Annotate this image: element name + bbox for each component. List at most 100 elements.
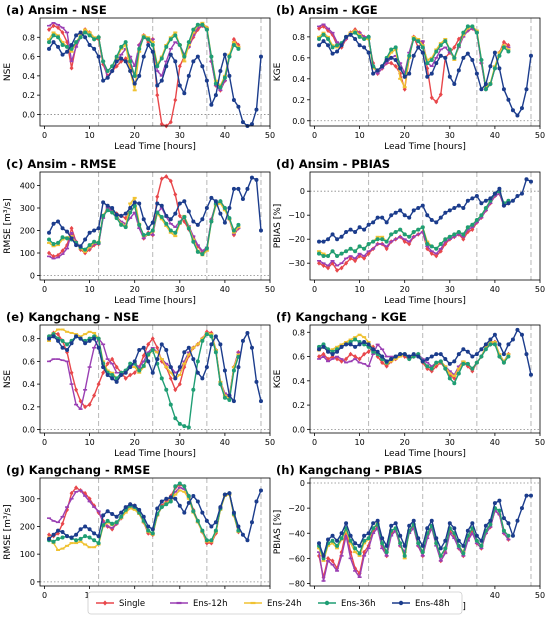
data-point bbox=[470, 57, 475, 62]
data-point bbox=[155, 194, 160, 200]
data-point bbox=[366, 50, 371, 55]
data-point bbox=[204, 518, 209, 523]
data-point bbox=[119, 44, 124, 49]
x-tick-label: 40 bbox=[490, 131, 500, 140]
data-point bbox=[105, 75, 110, 80]
data-point bbox=[159, 121, 164, 127]
data-point bbox=[141, 217, 146, 222]
data-point bbox=[470, 196, 475, 201]
data-point bbox=[479, 213, 484, 218]
data-point bbox=[384, 246, 389, 252]
data-point bbox=[209, 524, 214, 529]
data-point bbox=[83, 490, 88, 496]
data-point bbox=[65, 229, 70, 234]
series-line bbox=[318, 34, 532, 117]
series-line bbox=[318, 341, 510, 380]
data-point bbox=[492, 501, 497, 506]
data-point bbox=[110, 206, 115, 210]
data-point bbox=[519, 106, 524, 111]
data-point bbox=[254, 379, 259, 384]
data-point bbox=[384, 363, 389, 369]
data-point bbox=[461, 361, 466, 366]
data-point bbox=[47, 40, 52, 45]
data-point bbox=[456, 371, 461, 376]
y-tick-label: 0 bbox=[30, 578, 35, 587]
data-point bbox=[231, 399, 236, 404]
data-point bbox=[425, 65, 430, 71]
data-point bbox=[510, 108, 515, 113]
data-point bbox=[231, 228, 236, 233]
data-point bbox=[461, 543, 466, 548]
data-point bbox=[123, 59, 128, 64]
data-point bbox=[204, 27, 209, 32]
data-point bbox=[366, 34, 371, 39]
data-point bbox=[411, 230, 416, 234]
data-point bbox=[150, 228, 155, 233]
data-point bbox=[146, 524, 151, 529]
data-point bbox=[447, 47, 452, 52]
x-tick-label: 30 bbox=[175, 131, 185, 140]
data-point bbox=[375, 237, 380, 242]
data-point bbox=[330, 232, 335, 237]
data-point bbox=[465, 361, 470, 366]
data-point bbox=[164, 502, 169, 507]
x-tick-label: 40 bbox=[490, 438, 500, 447]
data-point bbox=[137, 348, 142, 353]
x-tick-label: 10 bbox=[355, 131, 365, 140]
data-point bbox=[141, 345, 146, 350]
data-point bbox=[425, 526, 430, 531]
data-point bbox=[101, 213, 106, 218]
data-point bbox=[47, 237, 52, 242]
series-ens-36h bbox=[317, 189, 511, 258]
y-tick-label: 0.6 bbox=[292, 54, 305, 63]
data-point bbox=[83, 524, 88, 529]
data-point bbox=[164, 213, 169, 218]
data-point bbox=[182, 215, 187, 219]
data-point bbox=[51, 532, 56, 537]
data-point bbox=[362, 227, 367, 232]
data-point bbox=[474, 194, 479, 198]
data-point bbox=[335, 237, 340, 242]
data-point bbox=[191, 59, 196, 64]
data-point bbox=[380, 354, 385, 359]
data-point bbox=[60, 52, 65, 57]
data-point bbox=[209, 195, 214, 200]
data-point bbox=[128, 372, 133, 378]
legend-entry-ens-36h: Ens-36h bbox=[318, 599, 375, 609]
data-point bbox=[474, 538, 479, 543]
data-point bbox=[425, 213, 430, 218]
data-point bbox=[119, 56, 124, 61]
data-point bbox=[164, 44, 169, 49]
data-point bbox=[384, 220, 389, 225]
data-point bbox=[317, 43, 322, 48]
data-point bbox=[105, 208, 110, 213]
data-point bbox=[339, 251, 344, 256]
y-tick-label: 0.0 bbox=[22, 426, 35, 435]
data-point bbox=[159, 499, 164, 504]
data-point bbox=[479, 201, 484, 206]
data-point bbox=[218, 199, 223, 204]
data-point bbox=[524, 87, 529, 92]
data-point bbox=[393, 230, 398, 234]
data-point bbox=[393, 45, 398, 50]
data-point bbox=[447, 74, 452, 79]
data-point bbox=[78, 336, 83, 341]
data-point bbox=[173, 192, 178, 197]
chart-panel-g: (g) Kangchang - RMSE01020304050010020030… bbox=[3, 463, 275, 612]
data-point bbox=[443, 39, 448, 44]
data-point bbox=[92, 531, 97, 536]
data-point bbox=[119, 213, 124, 218]
data-point bbox=[56, 44, 61, 49]
y-tick-label: −60 bbox=[288, 554, 305, 563]
data-point bbox=[488, 196, 493, 201]
data-point bbox=[506, 49, 511, 54]
x-tick-label: 10 bbox=[355, 285, 365, 294]
data-point bbox=[123, 40, 128, 45]
data-point bbox=[227, 206, 232, 210]
x-tick-label: 0 bbox=[312, 285, 317, 294]
data-point bbox=[344, 249, 349, 254]
data-point bbox=[159, 56, 164, 61]
data-point bbox=[150, 348, 155, 353]
x-tick-label: 20 bbox=[130, 285, 140, 294]
